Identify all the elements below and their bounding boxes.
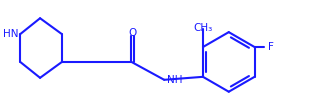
Text: O: O (128, 28, 136, 38)
Text: NH: NH (167, 75, 183, 85)
Text: CH₃: CH₃ (193, 23, 213, 33)
Text: HN: HN (3, 29, 18, 39)
Text: F: F (268, 42, 274, 52)
